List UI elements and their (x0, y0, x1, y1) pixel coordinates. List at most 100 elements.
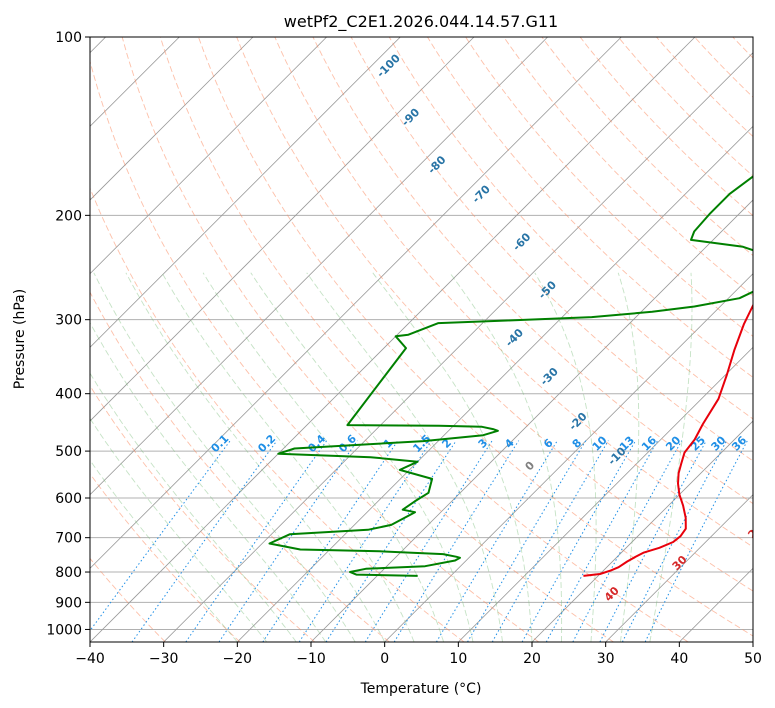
moist-adiabat-line (449, 272, 563, 642)
moist-adiabat-line (306, 272, 503, 642)
mixing-ratio-line (435, 440, 558, 642)
mixing-ratio-line (185, 440, 328, 642)
dry-adiabat-line (694, 37, 753, 98)
mixing-ratio-label: 1.5 (410, 432, 433, 455)
isotherm-line (90, 37, 475, 422)
frost-point-label: -80 (425, 153, 448, 176)
y-tick-label: 800 (55, 565, 82, 581)
mixing-ratio-line (491, 440, 609, 642)
dry-adiabat-line (656, 37, 753, 138)
moist-adiabat-line (161, 272, 415, 642)
dry-adiabat-line (617, 37, 753, 177)
dry-adiabat-line (90, 384, 315, 642)
isotherm-line (90, 37, 327, 275)
isopleth-labels: 0.1 0.2 0.4 0.6 1 1.5 2 3 4 6 8 10 13 16 20 25 30 36-100-… (208, 51, 765, 604)
isotherm-line (531, 420, 753, 642)
reference-temperature-label: 30 (670, 553, 690, 573)
moist-adiabat-lines (90, 272, 693, 642)
frost-point-label: -20 (566, 410, 589, 433)
mixing-ratio-line (467, 440, 587, 642)
grid-lines (90, 37, 753, 630)
dry-adiabat-line (427, 37, 753, 378)
dry-adiabat-line (121, 37, 614, 642)
isotherm-line (163, 52, 753, 642)
moist-adiabat-line (90, 372, 297, 642)
isotherm-line (90, 37, 696, 642)
mixing-ratio-line (90, 440, 231, 632)
isotherm-line (458, 346, 753, 642)
x-axis-ticks: −40 −30 −20 −10 0 10 20 30 40 50 (75, 642, 762, 667)
dry-adiabat-line (541, 37, 753, 257)
y-tick-label: 600 (55, 491, 82, 507)
moist-adiabat-line (90, 417, 268, 642)
dry-adiabat-line (312, 37, 753, 505)
frost-point-label: -100 (374, 51, 403, 80)
isotherm-line (752, 641, 753, 642)
y-tick-label: 500 (55, 444, 82, 460)
isotherm-line (90, 37, 401, 348)
reference-temperature-label: 20 (745, 521, 765, 541)
dry-adiabat-line (198, 37, 753, 637)
mixing-ratio-label: 0.2 (255, 432, 278, 455)
x-tick-label: 20 (523, 651, 541, 667)
y-tick-label: 900 (55, 595, 82, 611)
x-tick-label: 0 (380, 651, 389, 667)
mixing-ratio-line (545, 440, 659, 642)
mixing-ratio-label: 8 (570, 436, 585, 451)
dry-adiabat-line (274, 37, 753, 548)
dewpoint-profile-line (268, 175, 753, 577)
mixing-ratio-label: 16 (639, 433, 659, 453)
x-tick-label: −40 (75, 651, 105, 667)
dry-adiabat-line (503, 37, 753, 297)
y-tick-label: 1000 (46, 622, 82, 638)
mixing-ratio-line (298, 440, 432, 642)
mixing-ratio-line (599, 440, 707, 642)
x-tick-label: −10 (296, 651, 326, 667)
y-axis-ticks: 100 200 300 400 500 600 700 800 900 1000 (46, 30, 90, 638)
x-tick-label: −30 (149, 651, 179, 667)
plot-frame (89, 36, 754, 643)
mixing-ratio-line (131, 440, 278, 642)
dry-adiabat-line (465, 37, 753, 337)
mixing-ratio-label: 0.4 (305, 432, 328, 455)
x-tick-label: 50 (744, 651, 762, 667)
y-tick-label: 100 (55, 30, 82, 46)
dry-adiabat-line (90, 187, 465, 642)
moist-adiabat-line (372, 272, 533, 642)
frost-point-label: -60 (510, 230, 533, 253)
frost-point-label: -50 (536, 278, 559, 301)
moist-adiabat-line (125, 272, 386, 642)
dry-adiabat-line (90, 291, 390, 642)
moist-adiabat-line (93, 272, 356, 642)
chart-title: wetPf2_C2E1.2026.044.14.57.G11 (284, 12, 558, 32)
temperature-profile-line (583, 303, 753, 577)
isotherm-line (237, 125, 753, 642)
frost-point-label: -40 (503, 326, 526, 349)
dry-adiabat-line (350, 37, 753, 462)
isotherm-line (310, 199, 753, 642)
y-tick-label: 300 (55, 313, 82, 329)
isotherm-line (679, 567, 753, 642)
mixing-ratio-line (218, 440, 358, 642)
mixing-ratio-line (393, 440, 520, 642)
mixing-ratio-label: 0.1 (208, 432, 231, 455)
y-axis-title: Pressure (hPa) (12, 289, 28, 389)
mixing-ratio-label: 0.6 (336, 432, 359, 455)
isotherm-line (384, 273, 753, 642)
y-tick-label: 400 (55, 387, 82, 403)
x-tick-label: 10 (449, 651, 467, 667)
dry-adiabat-line (771, 37, 775, 642)
dry-adiabat-line (579, 37, 753, 217)
mixing-ratio-label: 36 (729, 433, 749, 453)
mixing-ratio-label: 30 (709, 433, 729, 453)
x-axis-title: Temperature (°C) (360, 681, 482, 697)
dry-adiabat-line (90, 59, 540, 642)
reference-temperature-label: 40 (602, 584, 622, 604)
x-tick-label: 40 (670, 651, 688, 667)
frost-point-label: -70 (470, 182, 493, 205)
dry-adiabat-line (388, 37, 753, 420)
mixing-ratio-line (644, 440, 748, 642)
mixing-ratio-line (572, 440, 683, 642)
y-tick-label: 700 (55, 531, 82, 547)
